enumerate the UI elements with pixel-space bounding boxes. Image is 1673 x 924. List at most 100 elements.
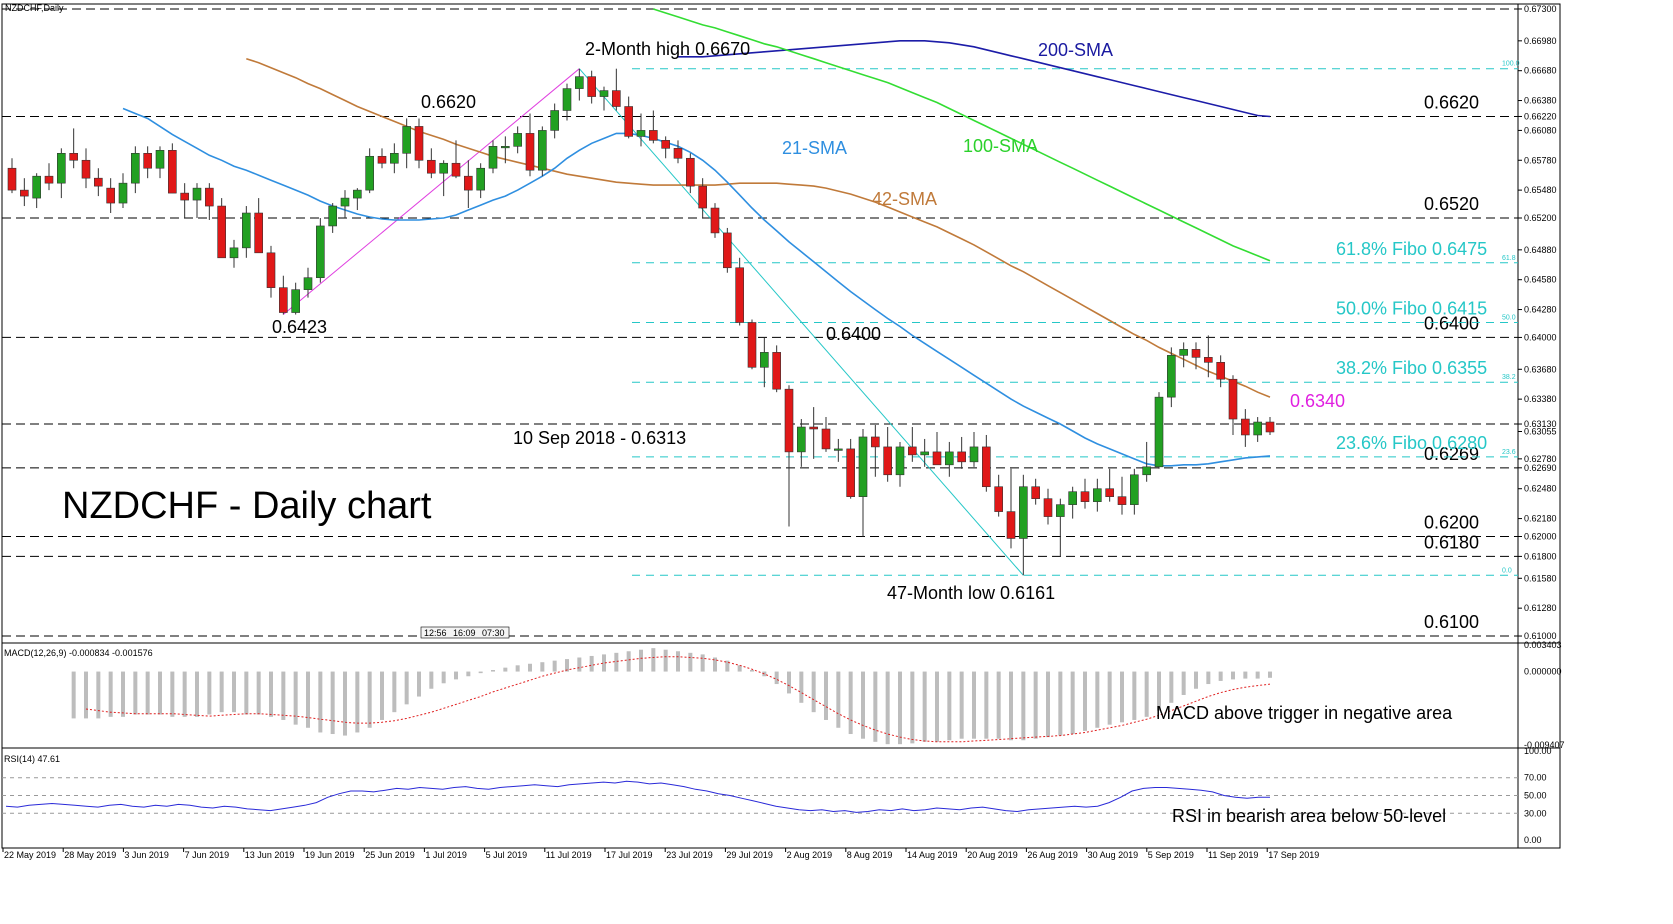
y-tick-label: 0.64580 bbox=[1524, 275, 1557, 285]
macd-bar bbox=[725, 660, 730, 672]
rsi-annotation: RSI in bearish area below 50-level bbox=[1172, 806, 1446, 826]
candle-body bbox=[390, 152, 399, 164]
candle-body bbox=[57, 152, 66, 184]
rsi-y-tick: 30.00 bbox=[1524, 808, 1547, 818]
candle-body bbox=[279, 287, 288, 313]
candle-body bbox=[1167, 355, 1176, 398]
macd-bar bbox=[133, 671, 138, 715]
level-label: 0.6180 bbox=[1424, 532, 1479, 552]
fibo-tag: 38.2 bbox=[1502, 374, 1516, 381]
candle-body bbox=[266, 252, 276, 288]
y-tick-label: 0.66080 bbox=[1524, 125, 1557, 135]
candle-body bbox=[982, 446, 991, 488]
candle-body bbox=[32, 175, 41, 199]
y-tick-label: 0.61280 bbox=[1524, 603, 1557, 613]
y-tick-label: 0.61000 bbox=[1524, 631, 1557, 641]
candle-body bbox=[205, 187, 214, 207]
candle-body bbox=[155, 150, 165, 169]
candle-body bbox=[1216, 362, 1225, 380]
macd-bar bbox=[811, 671, 816, 713]
macd-bar bbox=[515, 665, 520, 672]
candle-body bbox=[698, 185, 707, 209]
candle-body bbox=[797, 426, 806, 453]
x-axis: 22 May 2019 28 May 2019 3 Jun 2019 7 Jun 20… bbox=[2, 848, 1319, 860]
x-tick-label: 20 Aug 2019 bbox=[967, 850, 1018, 860]
candle-body bbox=[883, 446, 892, 476]
macd-bar bbox=[1058, 671, 1063, 736]
candle-body bbox=[1105, 488, 1114, 497]
candle-body bbox=[106, 187, 115, 204]
x-tick-label: 2 Aug 2019 bbox=[787, 850, 833, 860]
candle-body bbox=[525, 133, 535, 171]
macd-bar bbox=[207, 671, 212, 715]
macd-bar bbox=[429, 671, 434, 689]
rsi-label: RSI(14) 47.61 bbox=[4, 754, 60, 764]
macd-bar bbox=[861, 671, 865, 739]
y-tick-label: 0.64280 bbox=[1524, 305, 1557, 315]
time-box-3: 07:30 bbox=[482, 628, 505, 638]
sma-200-line bbox=[678, 40, 1271, 118]
macd-bar bbox=[84, 671, 88, 719]
candle-body bbox=[501, 146, 510, 149]
macd-bar bbox=[343, 671, 347, 736]
macd-bar bbox=[996, 671, 1001, 739]
macd-bar bbox=[700, 654, 705, 672]
level-label: 0.6200 bbox=[1424, 512, 1479, 532]
candle-body bbox=[1241, 418, 1250, 436]
macd-bar bbox=[824, 671, 828, 720]
x-tick-label: 8 Aug 2019 bbox=[847, 850, 893, 860]
candle-body bbox=[895, 446, 905, 476]
macd-bar bbox=[577, 657, 582, 672]
macd-bar bbox=[355, 671, 360, 733]
macd-bar bbox=[762, 671, 767, 677]
candle-body bbox=[846, 448, 855, 497]
macd-bar bbox=[1021, 671, 1026, 741]
rsi-pane: 100.00 70.00 50.00 30.00 0.00 bbox=[2, 746, 1552, 845]
y-tick-label: 0.67300 bbox=[1524, 4, 1557, 14]
y-tick-label: 0.61580 bbox=[1524, 573, 1557, 583]
sma-42-line bbox=[246, 57, 1271, 398]
y-tick-label: 0.63680 bbox=[1524, 364, 1557, 374]
candle-body bbox=[476, 167, 485, 191]
macd-bar bbox=[1120, 671, 1124, 723]
macd-bar bbox=[626, 651, 631, 672]
x-tick-label: 29 Jul 2019 bbox=[726, 850, 773, 860]
fibo-tag: 23.6 bbox=[1502, 449, 1516, 456]
macd-bar bbox=[417, 671, 421, 697]
rsi-y-tick: 100.00 bbox=[1524, 746, 1552, 756]
x-tick-label: 11 Jul 2019 bbox=[546, 850, 592, 860]
candle-body bbox=[143, 152, 152, 169]
macd-bar bbox=[1144, 671, 1149, 717]
candle-body bbox=[131, 152, 140, 184]
annotation-level-6620: 0.6620 bbox=[421, 92, 476, 112]
candle-body bbox=[932, 451, 942, 466]
candle-body bbox=[254, 212, 263, 254]
macd-bar bbox=[922, 671, 927, 742]
annotation-sma100: 100-SMA bbox=[963, 136, 1038, 156]
candle-body bbox=[550, 110, 559, 131]
macd-bar bbox=[1231, 671, 1235, 680]
annotation-sma21: 21-SMA bbox=[782, 138, 847, 158]
macd-bar bbox=[1033, 671, 1038, 739]
x-tick-label: 17 Jul 2019 bbox=[606, 850, 653, 860]
macd-bar bbox=[1169, 671, 1174, 703]
candle-body bbox=[575, 76, 584, 89]
macd-bar bbox=[651, 648, 656, 672]
candle-body bbox=[303, 277, 313, 290]
x-tick-label: 30 Aug 2019 bbox=[1088, 850, 1139, 860]
annotation-level-6400-mid: 0.6400 bbox=[826, 324, 881, 344]
candle-body bbox=[365, 155, 374, 191]
x-tick-label: 19 Jun 2019 bbox=[305, 850, 355, 860]
y-tick-label: 0.63055 bbox=[1524, 426, 1557, 436]
candle-body bbox=[957, 451, 966, 463]
candle-body bbox=[649, 130, 658, 141]
rsi-y-tick: 0.00 bbox=[1524, 835, 1542, 845]
macd-bar bbox=[528, 663, 532, 672]
level-label: 0.6100 bbox=[1424, 612, 1479, 632]
macd-bar bbox=[491, 670, 495, 672]
sma-21-line bbox=[122, 107, 1271, 467]
annotation-low-47m: 47-Month low 0.6161 bbox=[887, 583, 1055, 603]
y-tick-label: 0.66680 bbox=[1524, 66, 1557, 76]
candle-body bbox=[81, 159, 91, 179]
candle-body bbox=[686, 157, 695, 187]
